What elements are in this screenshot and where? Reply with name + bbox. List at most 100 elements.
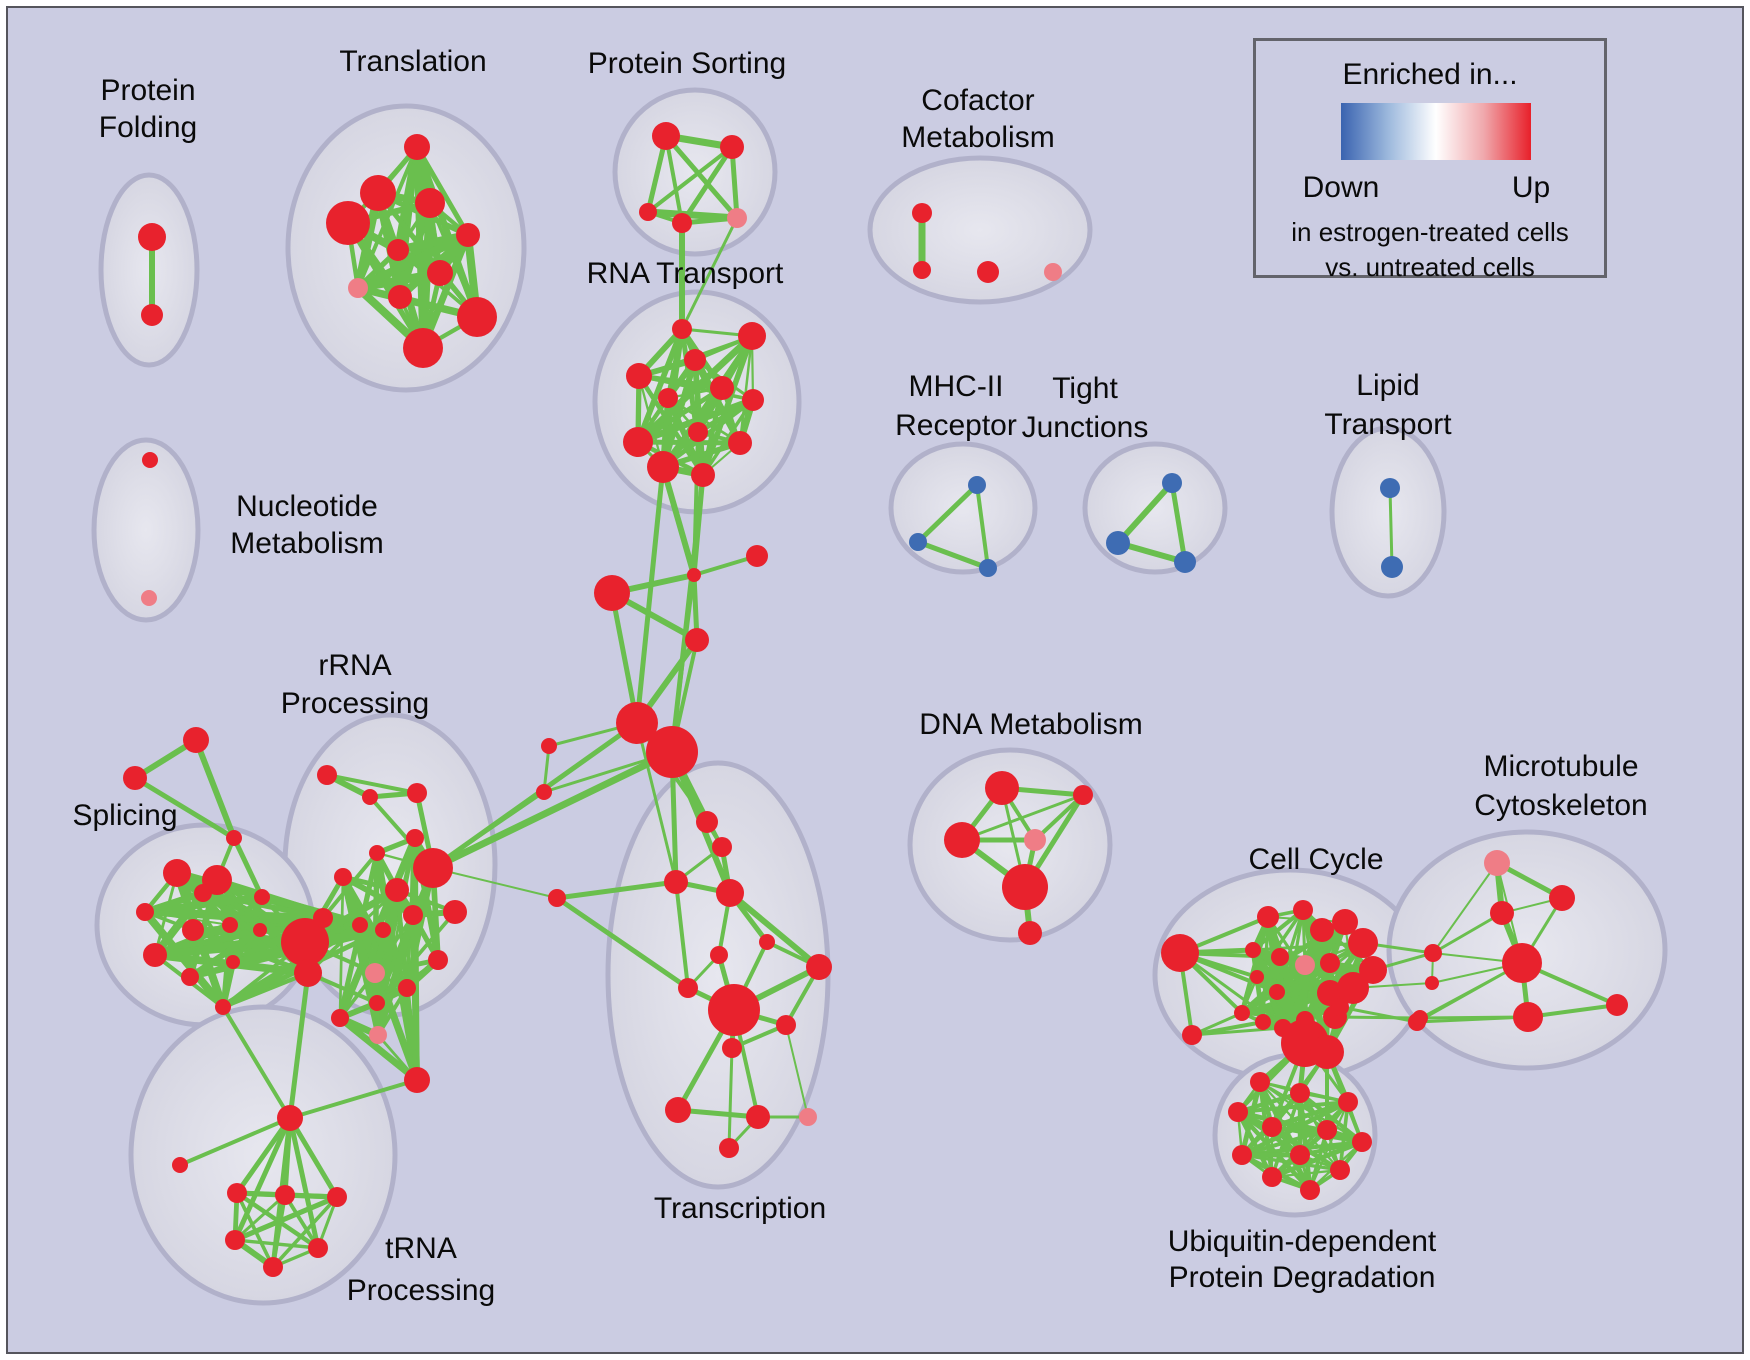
enrichment-edge — [1431, 911, 1504, 955]
gene-set-node-ub8 — [1232, 1145, 1252, 1165]
gene-set-node-tr11 — [776, 1015, 796, 1035]
enrichment-edge — [231, 835, 265, 900]
gene-set-node-hb1 — [616, 702, 658, 744]
gene-set-node-tl6 — [387, 239, 409, 261]
gene-set-node-sp12 — [226, 955, 240, 969]
gene-set-node-rr14 — [369, 995, 385, 1011]
enrichment-edge — [1432, 862, 1498, 954]
gene-set-node-cf4 — [1044, 263, 1062, 281]
cluster-label-cofactor-metabolism-line1: Cofactor — [921, 84, 1034, 117]
cluster-ellipse-cofactor-metabolism — [867, 155, 1093, 305]
enrichment-edge — [646, 145, 734, 214]
gene-set-node-mt6 — [1606, 994, 1628, 1016]
cluster-edge — [338, 875, 345, 1020]
gene-set-node-rr12 — [365, 963, 385, 983]
enrichment-edge — [635, 721, 678, 884]
cluster-label-ubiquitin-dependent-protein-degradation-line1: Ubiquitin-dependent — [1168, 1225, 1437, 1258]
cluster-ellipse-lipid-transport — [1329, 425, 1447, 599]
cluster-edge — [635, 439, 743, 446]
gene-set-node-rr9 — [443, 900, 467, 924]
gene-set-node-ch4 — [685, 628, 709, 652]
gene-set-node-mh3 — [979, 559, 997, 577]
gene-set-node-rr5 — [369, 845, 385, 861]
cluster-label-splicing-line1: Splicing — [72, 799, 177, 832]
gene-set-node-ub9 — [1290, 1145, 1310, 1165]
enrichment-edge — [429, 748, 676, 872]
cluster-label-trna-processing-line2: Processing — [347, 1274, 495, 1307]
gene-set-node-pf1 — [138, 223, 166, 251]
gene-set-node-mt2 — [1549, 885, 1575, 911]
cluster-label-rrna-processing-line1: rRNA — [318, 649, 391, 682]
gene-set-node-ub7 — [1352, 1132, 1372, 1152]
enrichment-edge — [1169, 480, 1188, 565]
legend-down-label: Down — [1302, 171, 1380, 204]
gene-set-node-cc3 — [1257, 906, 1279, 928]
cluster-edge — [701, 398, 755, 477]
enrichment-edge — [554, 895, 691, 991]
gene-set-node-cs2 — [1182, 1025, 1202, 1045]
gene-set-node-lp2 — [1381, 556, 1403, 578]
gene-set-node-tl1 — [404, 134, 430, 160]
gene-set-node-rt2 — [738, 322, 766, 350]
cluster-label-transcription-line1: Transcription — [654, 1192, 826, 1225]
cluster-edge — [336, 1014, 421, 1084]
cluster-edge — [1240, 1128, 1329, 1157]
cluster-label-tight-junctions-line1: Tight — [1052, 372, 1118, 405]
cluster-edge — [1254, 967, 1376, 980]
gene-set-node-sp4 — [163, 859, 191, 887]
gene-set-node-rr17 — [331, 1009, 349, 1027]
gene-set-node-tr7 — [759, 934, 775, 950]
gene-set-node-tl10 — [457, 297, 497, 337]
gene-set-node-rt5 — [658, 388, 678, 408]
gene-set-node-ch3 — [594, 575, 630, 611]
enrichment-edge — [915, 482, 980, 545]
gene-set-node-rr13 — [398, 979, 416, 997]
enrichment-edge — [679, 144, 735, 226]
cluster-edge — [1250, 907, 1306, 953]
cluster-edge — [637, 374, 755, 402]
gene-set-node-cc2 — [1255, 1014, 1271, 1030]
cluster-ellipse-mhc-ii-receptor — [888, 441, 1038, 575]
gene-set-node-cc14 — [1269, 984, 1285, 1000]
gene-set-node-dn4 — [1024, 829, 1046, 851]
gene-set-node-sp13 — [253, 923, 267, 937]
gene-set-node-rt11 — [647, 451, 679, 483]
gene-set-node-cf3 — [977, 261, 999, 283]
cluster-label-cofactor-metabolism-line2: Metabolism — [901, 121, 1054, 154]
gene-set-node-mh2 — [909, 533, 927, 551]
gene-set-node-cc22 — [1331, 998, 1349, 1016]
enrichment-edge — [554, 879, 679, 901]
gene-set-node-ub2 — [1290, 1083, 1310, 1103]
cluster-edge — [404, 985, 420, 1083]
gene-set-node-tr4 — [716, 879, 744, 907]
gene-set-node-cc13 — [1250, 970, 1264, 984]
cluster-label-nucleotide-metabolism-line1: Nucleotide — [236, 490, 378, 523]
cluster-edge — [271, 1195, 339, 1269]
gene-set-node-tr15 — [799, 1108, 817, 1126]
enrichment-edge — [915, 539, 991, 571]
gene-set-node-tn3 — [327, 1187, 347, 1207]
gene-set-node-rt10 — [728, 431, 752, 455]
gene-set-node-tl8 — [348, 278, 368, 298]
cluster-edge — [372, 957, 441, 976]
cluster-label-microtubule-cytoskeleton-line1: Microtubule — [1483, 750, 1638, 783]
gene-set-node-tn5 — [308, 1238, 328, 1258]
gene-set-node-ch1 — [687, 568, 701, 582]
gene-set-node-cf1 — [912, 203, 932, 223]
gene-set-node-ch2 — [746, 545, 768, 567]
enrichment-edge — [675, 1107, 761, 1120]
gene-set-node-mt1 — [1484, 850, 1510, 876]
enrichment-edge — [670, 573, 696, 754]
gene-set-node-hs1 — [541, 738, 557, 754]
cluster-edge — [283, 1193, 320, 1250]
enrichment-edge — [1388, 486, 1394, 569]
gene-set-node-tl4 — [326, 201, 370, 245]
gene-set-node-hs2 — [536, 784, 552, 800]
gene-set-node-hb2 — [646, 726, 698, 778]
enrichment-edge — [432, 867, 558, 899]
cluster-label-mhc-ii-receptor-line1: MHC-II — [909, 370, 1004, 403]
enrichment-edge — [727, 890, 822, 970]
cluster-edge — [635, 326, 685, 445]
gene-set-node-rt4 — [626, 363, 652, 389]
